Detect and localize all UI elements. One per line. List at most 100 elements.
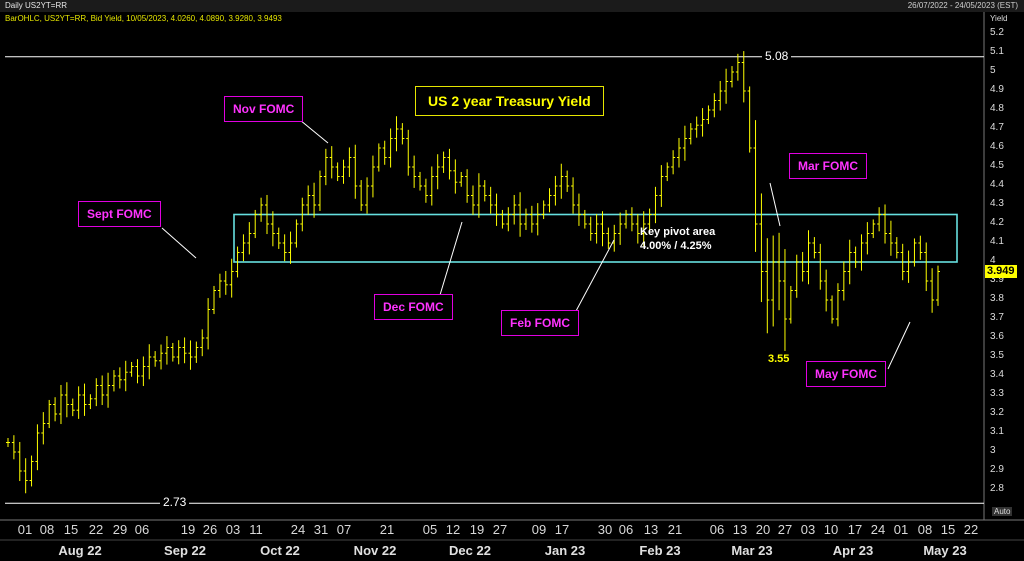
ohlc-bar xyxy=(841,261,846,301)
ohlc-bar xyxy=(347,147,352,178)
ohlc-bar xyxy=(88,394,93,410)
x-tick-label: 17 xyxy=(847,522,863,537)
ohlc-bar xyxy=(282,234,287,262)
ohlc-bar xyxy=(459,171,464,187)
ohlc-bar xyxy=(494,193,499,226)
x-tick-label: 01 xyxy=(17,522,33,537)
feb-fomc-label: Feb FOMC xyxy=(501,310,579,336)
ohlc-bar xyxy=(847,239,852,285)
x-tick-label: 09 xyxy=(531,522,547,537)
ohlc-bar xyxy=(588,216,593,241)
ohlc-bar xyxy=(523,208,528,230)
ohlc-bar xyxy=(671,150,676,175)
y-tick-label: 3.4 xyxy=(990,369,1004,380)
ohlc-bar xyxy=(936,265,940,306)
ohlc-bar xyxy=(794,254,799,298)
x-month-label: Sep 22 xyxy=(164,543,206,558)
y-tick-label: 3.3 xyxy=(990,388,1004,399)
ohlc-bar xyxy=(747,86,752,153)
ohlc-bar xyxy=(229,258,234,298)
ohlc-bar xyxy=(182,337,187,364)
ohlc-bar xyxy=(506,207,511,232)
ohlc-bar xyxy=(23,458,28,494)
ohlc-bar xyxy=(406,129,411,176)
x-month-label: Aug 22 xyxy=(58,543,102,558)
ohlc-bar xyxy=(718,80,723,111)
mar-fomc-label: Mar FOMC xyxy=(789,153,867,179)
series-legend: BarOHLC, US2YT=RR, Bid Yield, 10/05/2023… xyxy=(5,14,282,23)
ohlc-bar xyxy=(17,441,22,482)
x-tick-label: 21 xyxy=(379,522,395,537)
x-tick-label: 13 xyxy=(643,522,659,537)
ohlc-bar xyxy=(106,372,111,408)
ohlc-bar xyxy=(241,234,246,262)
x-month-label: Nov 22 xyxy=(353,543,397,558)
y-tick-label: 3.2 xyxy=(990,407,1004,418)
y-tick-label: 5.2 xyxy=(990,27,1004,38)
x-month-label: Apr 23 xyxy=(832,543,874,558)
ohlc-bar xyxy=(830,295,835,324)
ohlc-bar xyxy=(753,120,758,252)
ohlc-bar xyxy=(812,237,817,259)
ohlc-bar xyxy=(647,208,652,230)
x-month-label: Oct 22 xyxy=(260,543,300,558)
x-tick-label: 10 xyxy=(823,522,839,537)
ohlc-bar xyxy=(624,209,629,229)
x-tick-label: 27 xyxy=(777,522,793,537)
ohlc-bar xyxy=(883,204,888,244)
ohlc-bar xyxy=(865,222,870,255)
x-tick-label: 31 xyxy=(313,522,329,537)
x-tick-label: 27 xyxy=(492,522,508,537)
ohlc-bar xyxy=(400,123,405,145)
y-tick-label: 4.9 xyxy=(990,84,1004,95)
ohlc-bar xyxy=(194,341,199,363)
ohlc-bar xyxy=(388,128,393,168)
x-tick-label: 08 xyxy=(917,522,933,537)
auto-scale-button[interactable]: Auto xyxy=(992,507,1013,516)
x-tick-label: 24 xyxy=(870,522,886,537)
ohlc-bar xyxy=(370,155,375,198)
ohlc-bar xyxy=(435,154,440,190)
ohlc-bar xyxy=(135,359,140,384)
y-tick-label: 4 xyxy=(990,255,996,266)
x-tick-label: 12 xyxy=(445,522,461,537)
ohlc-bar xyxy=(306,185,311,216)
ohlc-bar xyxy=(894,237,899,259)
ohlc-bar xyxy=(412,155,417,188)
x-tick-label: 06 xyxy=(618,522,634,537)
ohlc-bar xyxy=(853,246,858,268)
high-line-label: 5.08 xyxy=(762,48,792,63)
x-tick-label: 19 xyxy=(469,522,485,537)
x-tick-label: 05 xyxy=(422,522,438,537)
ohlc-bar xyxy=(800,251,805,282)
ohlc-bar xyxy=(500,209,505,229)
ohlc-bar xyxy=(423,178,428,203)
x-tick-label: 29 xyxy=(112,522,128,537)
x-tick-label: 08 xyxy=(39,522,55,537)
ohlc-bar xyxy=(382,140,387,165)
ohlc-bar xyxy=(223,270,228,295)
x-tick-label: 06 xyxy=(134,522,150,537)
y-tick-label: 3.6 xyxy=(990,331,1004,342)
ohlc-bar xyxy=(735,53,740,81)
ohlc-bar xyxy=(264,194,269,235)
ohlc-bar xyxy=(117,367,122,389)
x-tick-label: 15 xyxy=(940,522,956,537)
y-tick-label: 4.1 xyxy=(990,236,1004,247)
ohlc-bar xyxy=(529,205,534,233)
y-tick-label: 4.7 xyxy=(990,122,1004,133)
ohlc-bar xyxy=(294,219,299,248)
ohlc-bar xyxy=(465,169,470,203)
ohlc-bar xyxy=(653,186,658,224)
low-line-label: 2.73 xyxy=(160,495,190,510)
ohlc-bar xyxy=(582,209,587,229)
ohlc-bar xyxy=(824,269,829,312)
ohlc-bar xyxy=(518,192,523,237)
ohlc-bar xyxy=(159,344,164,370)
x-tick-label: 30 xyxy=(597,522,613,537)
ohlc-bar xyxy=(41,412,46,445)
ohlc-bar xyxy=(170,342,175,362)
ohlc-bar xyxy=(429,166,434,206)
x-tick-label: 17 xyxy=(554,522,570,537)
ohlc-bar xyxy=(571,177,576,214)
